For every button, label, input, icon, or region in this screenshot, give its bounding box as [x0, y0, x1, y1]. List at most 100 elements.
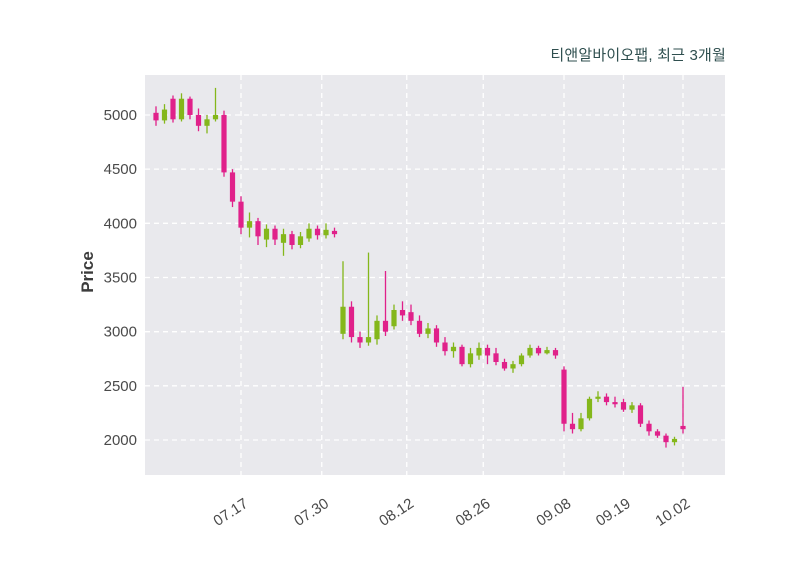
candle	[663, 433, 669, 448]
candle-body	[459, 346, 465, 365]
candle-body	[348, 306, 355, 338]
candle	[535, 345, 542, 356]
candle	[204, 114, 210, 134]
candle-body	[450, 346, 457, 352]
candle-body	[391, 309, 397, 327]
candle-body	[561, 369, 567, 424]
candle	[246, 212, 253, 238]
candle-body	[476, 347, 482, 356]
candle	[425, 322, 431, 339]
candle-body	[518, 355, 525, 365]
candle-body	[552, 350, 559, 356]
candle-body	[221, 114, 227, 173]
candle-body	[595, 396, 601, 399]
candle	[416, 315, 423, 338]
candle-body	[416, 320, 423, 334]
candle-body	[484, 347, 491, 356]
candle-body	[374, 320, 380, 340]
candle-body	[612, 402, 618, 405]
candle-body	[178, 98, 185, 120]
candle	[323, 223, 329, 239]
candle-body	[671, 438, 678, 443]
candle	[510, 360, 516, 373]
candle	[212, 87, 219, 122]
candle-body	[399, 309, 406, 316]
candle	[629, 402, 635, 413]
candle-body	[204, 119, 210, 126]
candle-body	[314, 228, 321, 236]
candle	[399, 301, 406, 321]
candle	[544, 346, 550, 355]
candle	[654, 429, 661, 438]
candle-body	[255, 221, 261, 237]
candle	[187, 96, 193, 120]
candle-body	[187, 98, 193, 115]
candle	[586, 396, 593, 421]
candle-body	[637, 405, 644, 424]
candle	[569, 412, 576, 434]
candle-body	[629, 405, 635, 410]
candle-body	[544, 350, 550, 354]
candle-body	[263, 228, 270, 240]
x-tick-label: 10.02	[652, 495, 693, 530]
candle	[153, 106, 159, 126]
candle-body	[603, 396, 610, 403]
candle-body	[578, 418, 584, 430]
candle	[289, 230, 295, 250]
candle	[671, 436, 678, 446]
candle	[391, 304, 397, 330]
candle-body	[272, 228, 278, 240]
candle-body	[340, 306, 346, 334]
candle	[348, 301, 355, 343]
candle-body	[467, 353, 474, 365]
candle	[552, 347, 559, 359]
candle	[178, 93, 185, 122]
candle	[433, 325, 440, 347]
plot-background	[145, 75, 725, 475]
candle	[221, 110, 227, 177]
candle-body	[646, 423, 652, 432]
candle-body	[425, 328, 431, 334]
x-tick-label: 08.12	[376, 495, 417, 530]
candle-body	[246, 221, 253, 228]
y-tick-label: 4500	[104, 161, 137, 178]
y-tick-label: 2000	[104, 432, 137, 449]
candle	[272, 225, 278, 245]
candle	[365, 252, 372, 346]
candle	[493, 347, 499, 366]
y-tick-label: 4000	[104, 215, 137, 232]
candle-body	[408, 312, 414, 321]
candle	[340, 261, 346, 340]
candle	[442, 337, 448, 356]
candle	[501, 358, 508, 371]
chart-title: 티앤알바이오팹, 최근 3개월	[550, 47, 726, 64]
candle-body	[501, 361, 508, 369]
candle-body	[153, 112, 159, 121]
candle	[637, 403, 644, 428]
y-tick-label: 3500	[104, 269, 137, 286]
candle	[518, 353, 525, 367]
x-tick-labels: 07.17 07.30 08.12 08.26 09.08 09.19 10.02	[210, 495, 693, 530]
candle	[306, 223, 312, 242]
candle-body	[680, 425, 686, 430]
candles	[153, 87, 686, 448]
candle-body	[297, 236, 304, 245]
x-tick-label: 09.08	[533, 495, 574, 530]
candle	[646, 420, 652, 436]
candle	[612, 396, 618, 408]
candle-body	[229, 172, 236, 202]
candle-body	[161, 109, 168, 121]
candle-body	[663, 435, 669, 443]
candle-body	[331, 230, 338, 235]
candle-body	[620, 402, 627, 410]
x-tick-label: 09.19	[593, 495, 634, 530]
candle-body	[493, 353, 499, 362]
candle	[297, 231, 304, 249]
candle-body	[238, 201, 244, 228]
candle	[331, 227, 338, 238]
candle	[603, 393, 610, 406]
candle	[374, 315, 380, 345]
y-tick-label: 2500	[104, 378, 137, 395]
candle	[195, 108, 202, 132]
